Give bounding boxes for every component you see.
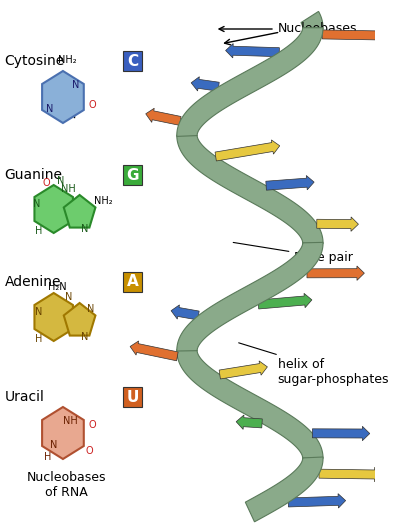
Text: N: N: [35, 307, 43, 317]
Text: H: H: [35, 226, 43, 236]
FancyBboxPatch shape: [123, 165, 142, 185]
Text: H: H: [45, 452, 52, 462]
Polygon shape: [319, 467, 382, 482]
Text: N: N: [58, 176, 65, 186]
Polygon shape: [226, 44, 279, 58]
Polygon shape: [177, 350, 323, 458]
Text: N: N: [87, 304, 94, 314]
Text: U: U: [126, 389, 139, 405]
Polygon shape: [34, 185, 73, 233]
Text: N: N: [46, 104, 54, 114]
Text: Adenine: Adenine: [4, 275, 61, 289]
Polygon shape: [177, 28, 323, 136]
FancyBboxPatch shape: [123, 51, 142, 71]
Text: H₂N: H₂N: [48, 282, 67, 292]
Text: Uracil: Uracil: [4, 390, 45, 404]
Text: N: N: [65, 292, 72, 302]
Text: N: N: [81, 332, 89, 342]
Polygon shape: [307, 266, 364, 280]
Text: Nucleobases
of RNA: Nucleobases of RNA: [27, 471, 107, 499]
Polygon shape: [42, 407, 84, 459]
Text: N: N: [50, 440, 58, 450]
Text: O: O: [89, 420, 96, 430]
FancyBboxPatch shape: [123, 387, 142, 407]
Polygon shape: [64, 303, 96, 336]
Text: O: O: [89, 100, 96, 110]
Polygon shape: [312, 426, 370, 441]
Text: NH₂: NH₂: [94, 196, 113, 206]
Polygon shape: [171, 305, 199, 320]
Polygon shape: [177, 135, 323, 243]
Polygon shape: [215, 140, 280, 161]
Text: Nucleobases: Nucleobases: [219, 23, 357, 35]
Polygon shape: [146, 108, 181, 125]
Polygon shape: [34, 293, 73, 341]
Text: A: A: [126, 275, 138, 289]
Text: NH: NH: [63, 416, 78, 426]
Polygon shape: [42, 71, 84, 123]
Polygon shape: [258, 294, 312, 309]
Text: N: N: [81, 224, 89, 234]
Polygon shape: [266, 175, 314, 190]
Text: helix of
sugar-phosphates: helix of sugar-phosphates: [239, 343, 389, 386]
Polygon shape: [219, 361, 267, 379]
Text: Base pair: Base pair: [233, 242, 353, 264]
Polygon shape: [130, 341, 178, 361]
Text: H: H: [35, 334, 43, 344]
Polygon shape: [245, 457, 323, 522]
Text: C: C: [127, 54, 138, 69]
Text: N: N: [72, 80, 80, 90]
Text: Guanine: Guanine: [4, 168, 63, 182]
Polygon shape: [288, 494, 345, 508]
Text: Cytosine: Cytosine: [4, 54, 65, 68]
Text: O: O: [43, 178, 50, 188]
Polygon shape: [64, 195, 96, 228]
Polygon shape: [236, 415, 262, 430]
FancyBboxPatch shape: [123, 272, 142, 292]
Text: NH₂: NH₂: [58, 55, 77, 65]
Polygon shape: [322, 28, 385, 43]
Text: O: O: [85, 446, 93, 456]
Text: NH: NH: [61, 184, 76, 194]
Polygon shape: [191, 77, 219, 91]
Polygon shape: [317, 217, 358, 231]
Text: N: N: [33, 199, 41, 209]
Text: G: G: [126, 168, 139, 182]
Polygon shape: [177, 242, 323, 351]
Polygon shape: [301, 12, 323, 29]
